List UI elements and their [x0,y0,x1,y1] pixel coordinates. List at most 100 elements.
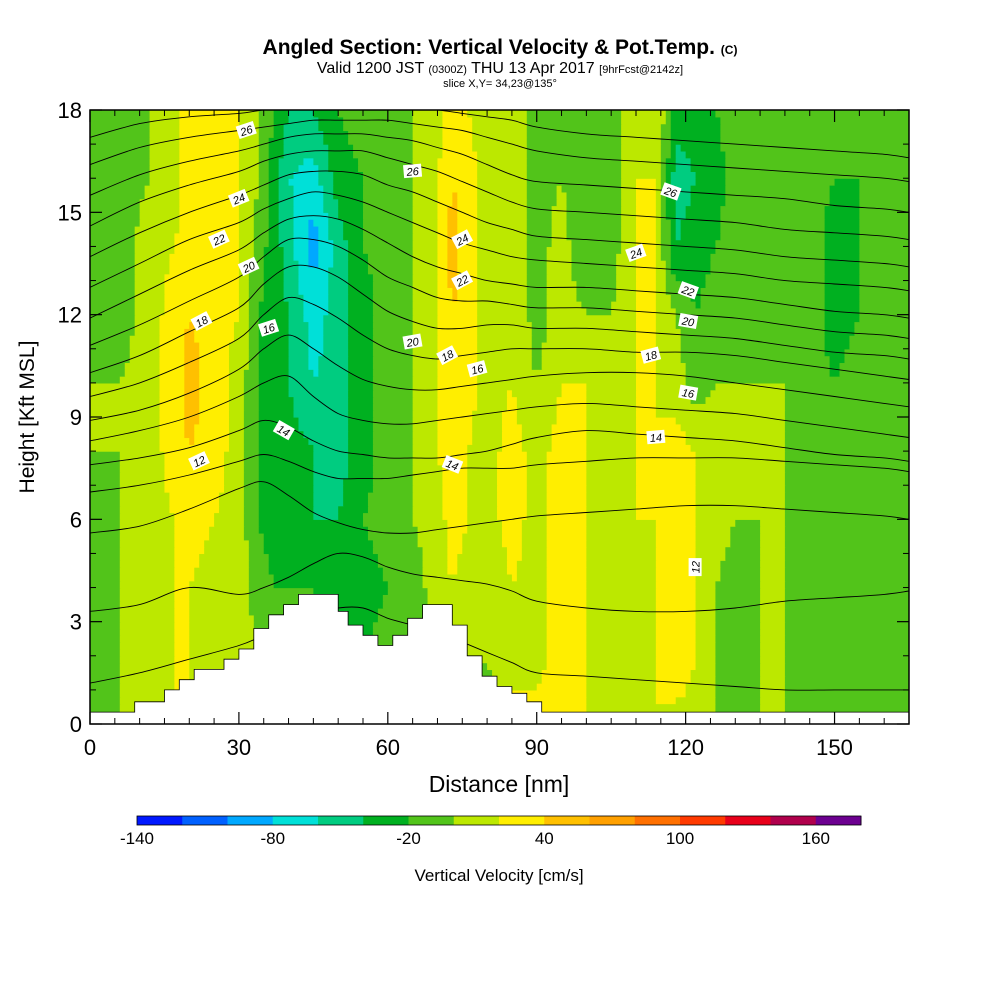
contour-label: 16 [678,384,699,401]
velocity-cell [784,389,909,398]
contour-label-text: 24 [628,247,645,263]
velocity-cell [715,696,761,705]
velocity-cell [526,266,548,275]
velocity-cell [586,389,637,398]
velocity-cell [258,178,270,186]
velocity-cell [278,164,300,172]
velocity-cell [784,519,909,527]
contour-label-bg [436,345,459,366]
velocity-cell [477,205,528,213]
velocity-cell [243,437,260,445]
velocity-cell [670,294,692,302]
velocity-cell [715,642,761,650]
velocity-cell [179,178,240,186]
velocity-cell [258,307,290,316]
velocity-cell [695,451,786,459]
velocity-cell [655,301,672,309]
velocity-cell [526,492,548,500]
velocity-cell [412,294,439,302]
velocity-cell [377,560,424,568]
velocity-cell [288,301,305,309]
velocity-cell [859,178,909,186]
velocity-cell [700,294,826,302]
velocity-cell [372,430,414,439]
velocity-cell [636,423,682,432]
velocity-cell [690,396,707,404]
velocity-cell [655,546,697,555]
velocity-cell [90,621,121,630]
velocity-cell [695,573,721,582]
velocity-cell [308,253,319,261]
velocity-cell [134,314,161,323]
velocity-cell [189,648,260,657]
x-tick-label: 60 [376,735,400,760]
velocity-cell [258,123,275,132]
velocity-cell [318,232,329,241]
velocity-cell [238,198,255,207]
velocity-cell [308,362,319,370]
velocity-cell [546,621,587,630]
velocity-cell [621,150,662,159]
velocity-cell [680,423,786,432]
velocity-cell [238,253,255,261]
velocity-cell [273,110,290,118]
velocity-cell [348,294,374,302]
velocity-cell [313,471,349,479]
velocity-cell [348,130,414,138]
velocity-cell [328,301,349,309]
velocity-cell [308,260,319,268]
velocity-cell [258,137,270,145]
velocity-cell [214,512,245,520]
velocity-cell [586,635,657,643]
y-axis-label: Height [Kft MSL] [16,341,39,494]
velocity-cell [824,219,860,227]
velocity-cell [412,444,439,452]
velocity-cell [511,689,587,698]
velocity-cell [636,205,657,213]
velocity-cell [134,239,175,248]
x-tick-label: 120 [667,735,704,760]
velocity-cell [90,314,136,323]
velocity-cell [348,287,374,295]
velocity-cell [343,116,414,125]
velocity-cell [119,498,171,507]
velocity-cell [90,110,151,118]
velocity-cell [248,355,260,364]
velocity-cell [655,594,697,602]
velocity-cell [665,171,672,179]
velocity-cell [720,225,826,234]
velocity-cell [134,328,161,336]
velocity-cell [348,301,374,309]
velocity-cell [228,389,245,398]
velocity-cell [422,573,513,582]
velocity-cell [238,287,250,295]
velocity-cell [675,696,717,705]
velocity-cell [586,696,657,705]
velocity-cell [164,280,240,288]
velocity-cell [586,608,657,616]
velocity-cell [655,362,687,370]
velocity-cell [333,253,349,261]
velocity-cell [551,423,587,432]
velocity-cell [253,246,265,254]
velocity-cell [784,417,909,425]
velocity-cell [243,389,260,398]
velocity-cell [268,225,280,234]
contour-label-bg [227,188,250,208]
theta-contour-22 [90,170,909,268]
velocity-cell [372,341,414,350]
velocity-cell [636,485,697,493]
velocity-cell [457,191,478,200]
velocity-cell [576,280,617,288]
velocity-cell [248,573,275,582]
velocity-cell [184,403,200,411]
velocity-cell [482,662,488,671]
velocity-cell [124,362,161,370]
velocity-cell [333,239,349,248]
colorbar-swatch [137,816,183,825]
velocity-cell [333,246,349,254]
velocity-cell [353,144,414,152]
velocity-cell [412,369,439,377]
velocity-cell [824,225,860,234]
velocity-cell [566,198,622,207]
